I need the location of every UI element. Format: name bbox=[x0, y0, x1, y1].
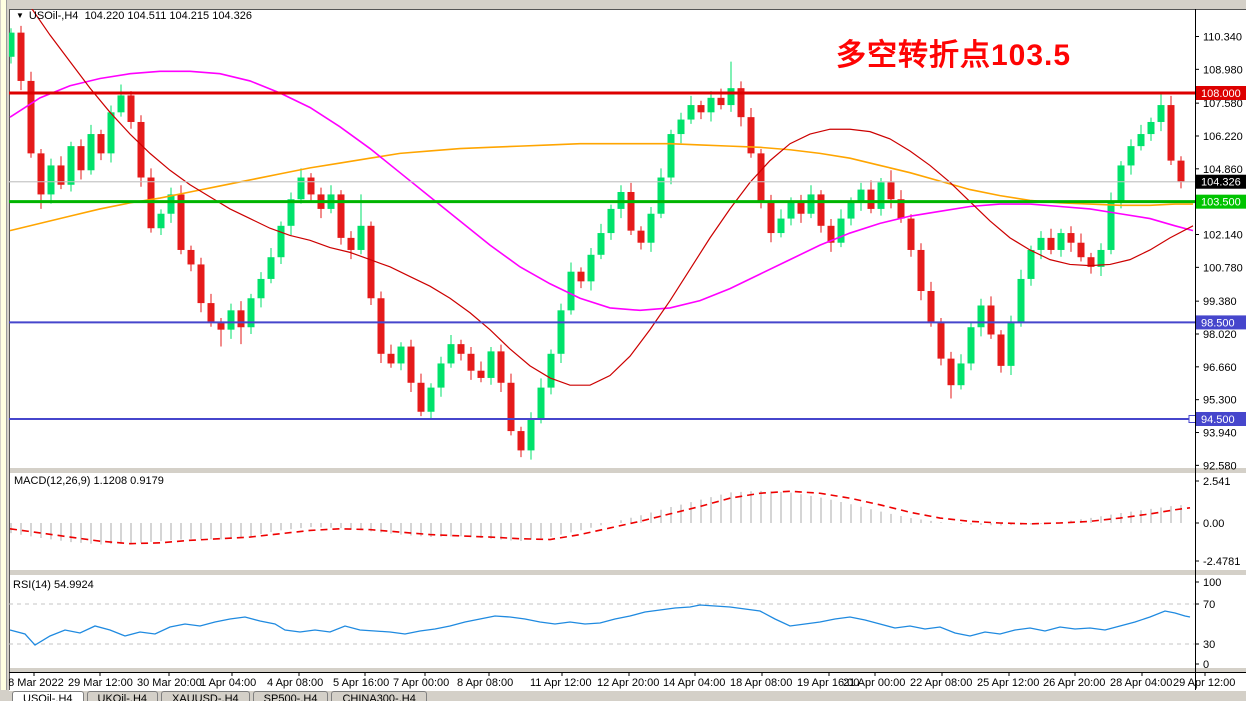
svg-text:7 Apr 00:00: 7 Apr 00:00 bbox=[393, 677, 449, 689]
svg-text:28 Mar 2022: 28 Mar 2022 bbox=[2, 677, 64, 689]
svg-text:96.660: 96.660 bbox=[1203, 362, 1237, 374]
symbol-collapse-icon[interactable]: ▼ bbox=[16, 11, 24, 20]
svg-text:8 Apr 08:00: 8 Apr 08:00 bbox=[457, 677, 513, 689]
svg-text:99.380: 99.380 bbox=[1203, 296, 1237, 308]
rsi-panel[interactable] bbox=[9, 603, 1195, 646]
chart-title[interactable]: ▼ USOil-,H4 104.220 104.511 104.215 104.3… bbox=[16, 10, 252, 24]
svg-text:26 Apr 20:00: 26 Apr 20:00 bbox=[1043, 677, 1105, 689]
svg-text:110.340: 110.340 bbox=[1203, 31, 1242, 43]
svg-text:2.541: 2.541 bbox=[1203, 476, 1231, 488]
left-panel-edge-fill bbox=[1, 0, 7, 690]
ma-red-line bbox=[31, 9, 1194, 386]
svg-text:11 Apr 12:00: 11 Apr 12:00 bbox=[530, 677, 592, 689]
svg-text:103.500: 103.500 bbox=[1201, 197, 1241, 209]
svg-text:19 Apr 16:00: 19 Apr 16:00 bbox=[797, 677, 859, 689]
svg-text:18 Apr 08:00: 18 Apr 08:00 bbox=[730, 677, 792, 689]
svg-text:1 Apr 04:00: 1 Apr 04:00 bbox=[200, 677, 256, 689]
svg-text:30 Mar 20:00: 30 Mar 20:00 bbox=[137, 677, 202, 689]
svg-text:108.980: 108.980 bbox=[1203, 64, 1243, 76]
svg-text:100.780: 100.780 bbox=[1203, 262, 1243, 274]
ma-orange-line bbox=[9, 142, 1193, 232]
chart-tab-bar[interactable]: USOil-,H4 UKOil-,H4 XAUUSD-,H4 SP500-,H4 CHI… bbox=[9, 690, 1246, 701]
svg-text:5 Apr 16:00: 5 Apr 16:00 bbox=[333, 677, 389, 689]
svg-text:28 Apr 04:00: 28 Apr 04:00 bbox=[1110, 677, 1172, 689]
macd-panel[interactable] bbox=[9, 490, 1191, 545]
svg-text:14 Apr 04:00: 14 Apr 04:00 bbox=[663, 677, 725, 689]
chart-tab-2[interactable]: UKOil-,H4 bbox=[86, 691, 159, 701]
svg-text:104.326: 104.326 bbox=[1201, 177, 1241, 189]
svg-text:22 Apr 08:00: 22 Apr 08:00 bbox=[910, 677, 972, 689]
macd-indicator-label: MACD(12,26,9) 1.1208 0.9179 bbox=[14, 475, 164, 487]
svg-text:100: 100 bbox=[1203, 577, 1221, 589]
time-axis[interactable]: 28 Mar 2022 29 Mar 12:00 30 Mar 20:001 Apr… bbox=[2, 672, 1246, 689]
svg-text:-2.4781: -2.4781 bbox=[1203, 556, 1240, 568]
svg-text:93.940: 93.940 bbox=[1203, 428, 1237, 440]
svg-text:92.580: 92.580 bbox=[1203, 460, 1237, 472]
svg-text:98.500: 98.500 bbox=[1201, 317, 1235, 329]
svg-text:70: 70 bbox=[1203, 599, 1215, 611]
svg-text:98.020: 98.020 bbox=[1203, 329, 1237, 341]
svg-text:106.220: 106.220 bbox=[1203, 131, 1243, 143]
svg-text:25 Apr 12:00: 25 Apr 12:00 bbox=[977, 677, 1039, 689]
svg-text:108.000: 108.000 bbox=[1201, 88, 1241, 100]
hline-drag-handle[interactable] bbox=[1188, 414, 1197, 423]
chart-ohlc-values: 104.220 104.511 104.215 104.326 bbox=[84, 10, 252, 22]
chart-tab-3[interactable]: XAUUSD-,H4 bbox=[161, 691, 250, 701]
svg-text:29 Mar 12:00: 29 Mar 12:00 bbox=[68, 677, 133, 689]
price-axis-badges: 108.000 104.326 103.500 98.500 94.500 bbox=[1196, 86, 1246, 426]
svg-text:4 Apr 08:00: 4 Apr 08:00 bbox=[267, 677, 323, 689]
rsi-indicator-label: RSI(14) 54.9924 bbox=[13, 579, 94, 591]
panel-backgrounds bbox=[9, 9, 1246, 690]
chart-tab-4[interactable]: SP500-,H4 bbox=[252, 691, 329, 701]
svg-text:21 Apr 00:00: 21 Apr 00:00 bbox=[843, 677, 905, 689]
svg-text:12 Apr 20:00: 12 Apr 20:00 bbox=[597, 677, 659, 689]
svg-text:102.140: 102.140 bbox=[1203, 230, 1243, 242]
chart-tab-5[interactable]: CHINA300-,H4 bbox=[331, 691, 427, 701]
svg-text:30: 30 bbox=[1203, 639, 1215, 651]
price-axis: 110.340 108.980 107.580 106.220 104.860 102.1… bbox=[1195, 9, 1243, 690]
chart-symbol-timeframe: USOil-,H4 bbox=[28, 10, 79, 22]
svg-text:29 Apr 12:00: 29 Apr 12:00 bbox=[1173, 677, 1235, 689]
candles-layer[interactable] bbox=[8, 25, 1185, 460]
annotation-text: 多空转折点103.5 bbox=[836, 39, 1072, 72]
svg-text:94.500: 94.500 bbox=[1201, 414, 1235, 426]
svg-text:0.00: 0.00 bbox=[1203, 518, 1224, 530]
ma-magenta-line bbox=[9, 70, 1194, 312]
chart-tab-1[interactable]: USOil-,H4 bbox=[12, 691, 84, 701]
svg-text:95.300: 95.300 bbox=[1203, 395, 1237, 407]
svg-text:104.860: 104.860 bbox=[1203, 164, 1243, 176]
svg-text:107.580: 107.580 bbox=[1203, 98, 1243, 110]
svg-text:0: 0 bbox=[1203, 659, 1209, 671]
left-panel-edge bbox=[0, 0, 9, 701]
